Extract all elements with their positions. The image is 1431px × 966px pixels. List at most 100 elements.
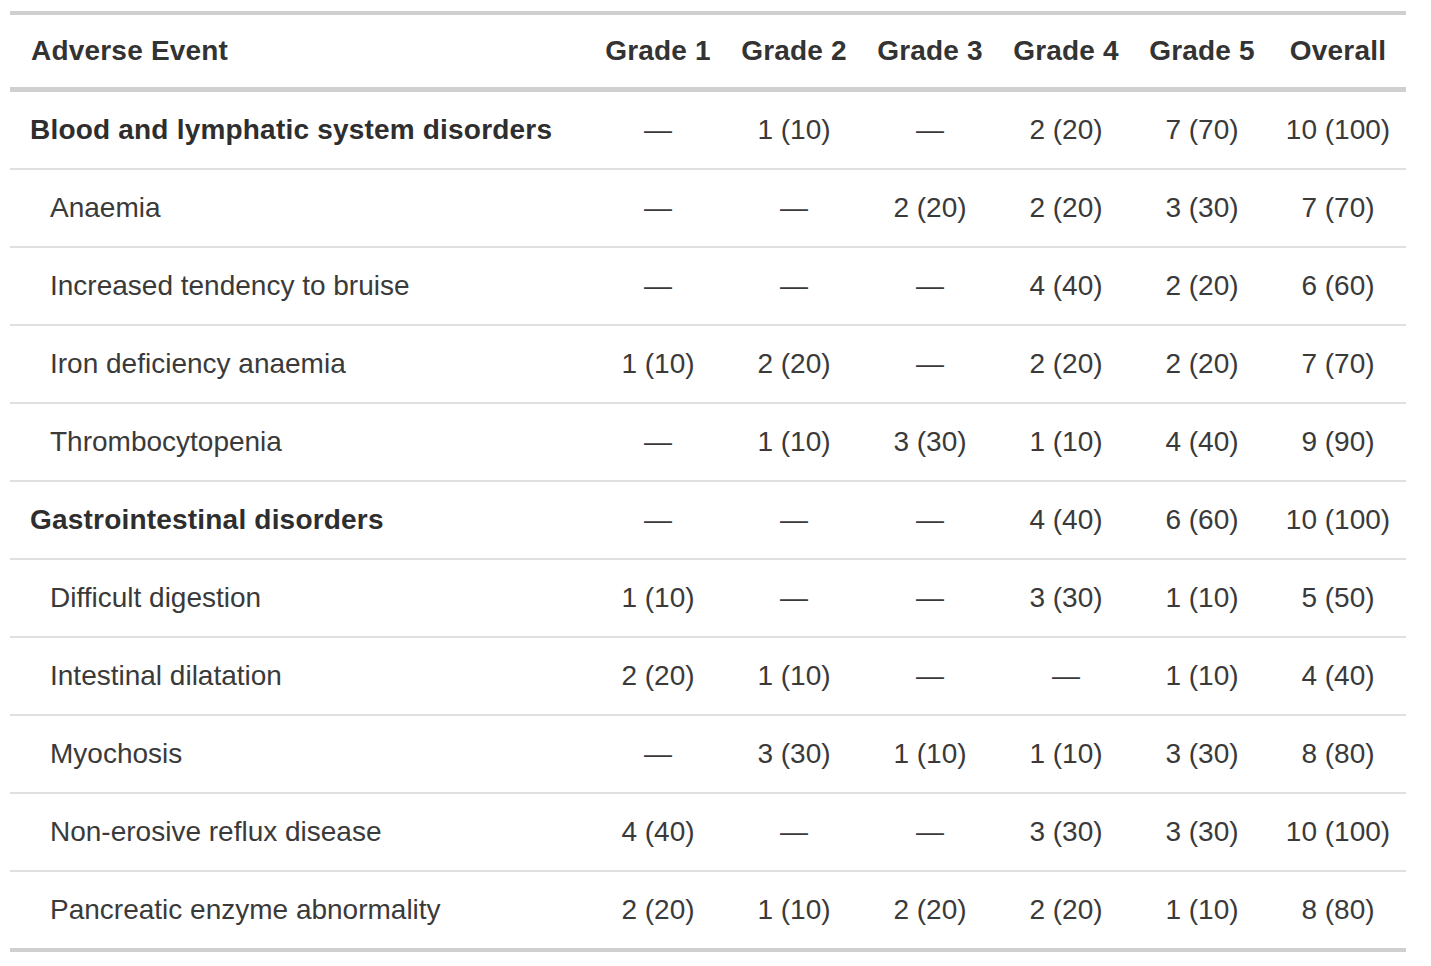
cell-value: 7 (70) — [1134, 90, 1270, 170]
event-row-label: Intestinal dilatation — [10, 637, 590, 715]
cell-value: — — [726, 247, 862, 325]
event-row: Thrombocytopenia—1 (10)3 (30)1 (10)4 (40… — [10, 403, 1406, 481]
event-row: Increased tendency to bruise———4 (40)2 (… — [10, 247, 1406, 325]
cell-value: 4 (40) — [1134, 403, 1270, 481]
cell-value: — — [590, 481, 726, 559]
cell-value: — — [726, 169, 862, 247]
cell-value: 8 (80) — [1270, 715, 1406, 793]
cell-value: 3 (30) — [1134, 715, 1270, 793]
adverse-events-table-container: Adverse EventGrade 1Grade 2Grade 3Grade … — [10, 11, 1406, 952]
cell-value: 1 (10) — [998, 403, 1134, 481]
cell-value: 2 (20) — [1134, 325, 1270, 403]
column-header-grade-3: Grade 3 — [862, 13, 998, 90]
cell-value: 10 (100) — [1270, 793, 1406, 871]
cell-value: 1 (10) — [1134, 637, 1270, 715]
cell-value: 1 (10) — [1134, 871, 1270, 950]
event-row-label: Iron deficiency anaemia — [10, 325, 590, 403]
cell-value: 9 (90) — [1270, 403, 1406, 481]
cell-value: 6 (60) — [1270, 247, 1406, 325]
event-row-label: Increased tendency to bruise — [10, 247, 590, 325]
column-header-grade-5: Grade 5 — [1134, 13, 1270, 90]
cell-value: — — [862, 325, 998, 403]
cell-value: 4 (40) — [998, 247, 1134, 325]
event-row: Non-erosive reflux disease4 (40)——3 (30)… — [10, 793, 1406, 871]
cell-value: 2 (20) — [590, 637, 726, 715]
cell-value: 2 (20) — [862, 169, 998, 247]
cell-value: — — [862, 793, 998, 871]
cell-value: 3 (30) — [1134, 793, 1270, 871]
cell-value: 2 (20) — [998, 871, 1134, 950]
event-row-label: Thrombocytopenia — [10, 403, 590, 481]
cell-value: — — [862, 481, 998, 559]
column-header-grade-1: Grade 1 — [590, 13, 726, 90]
cell-value: — — [862, 637, 998, 715]
cell-value: 5 (50) — [1270, 559, 1406, 637]
cell-value: — — [590, 247, 726, 325]
column-header-overall: Overall — [1270, 13, 1406, 90]
cell-value: 1 (10) — [862, 715, 998, 793]
cell-value: 3 (30) — [998, 559, 1134, 637]
group-row-label: Blood and lymphatic system disorders — [10, 90, 590, 170]
group-row-label: Gastrointestinal disorders — [10, 481, 590, 559]
cell-value: — — [590, 90, 726, 170]
cell-value: 4 (40) — [998, 481, 1134, 559]
cell-value: 3 (30) — [1134, 169, 1270, 247]
cell-value: 2 (20) — [590, 871, 726, 950]
event-row: Intestinal dilatation2 (20)1 (10)——1 (10… — [10, 637, 1406, 715]
cell-value: 1 (10) — [726, 90, 862, 170]
event-row: Difficult digestion1 (10)——3 (30)1 (10)5… — [10, 559, 1406, 637]
table-header: Adverse EventGrade 1Grade 2Grade 3Grade … — [10, 13, 1406, 90]
event-row-label: Non-erosive reflux disease — [10, 793, 590, 871]
event-row-label: Myochosis — [10, 715, 590, 793]
cell-value: 3 (30) — [998, 793, 1134, 871]
cell-value: — — [590, 715, 726, 793]
event-row-label: Anaemia — [10, 169, 590, 247]
cell-value: 2 (20) — [862, 871, 998, 950]
cell-value: — — [590, 403, 726, 481]
cell-value: 2 (20) — [998, 90, 1134, 170]
cell-value: 4 (40) — [1270, 637, 1406, 715]
cell-value: 1 (10) — [590, 325, 726, 403]
cell-value: 1 (10) — [726, 637, 862, 715]
group-row: Gastrointestinal disorders———4 (40)6 (60… — [10, 481, 1406, 559]
cell-value: — — [726, 481, 862, 559]
cell-value: 1 (10) — [590, 559, 726, 637]
cell-value: 3 (30) — [726, 715, 862, 793]
cell-value: — — [726, 793, 862, 871]
cell-value: — — [998, 637, 1134, 715]
cell-value: 6 (60) — [1134, 481, 1270, 559]
column-header-grade-2: Grade 2 — [726, 13, 862, 90]
cell-value: 3 (30) — [862, 403, 998, 481]
event-row: Pancreatic enzyme abnormality2 (20)1 (10… — [10, 871, 1406, 950]
cell-value: 7 (70) — [1270, 325, 1406, 403]
table-body: Blood and lymphatic system disorders—1 (… — [10, 90, 1406, 951]
cell-value: — — [590, 169, 726, 247]
header-row: Adverse EventGrade 1Grade 2Grade 3Grade … — [10, 13, 1406, 90]
cell-value: 4 (40) — [590, 793, 726, 871]
cell-value: 10 (100) — [1270, 481, 1406, 559]
cell-value: 1 (10) — [726, 871, 862, 950]
cell-value: — — [862, 90, 998, 170]
event-row-label: Pancreatic enzyme abnormality — [10, 871, 590, 950]
adverse-events-table: Adverse EventGrade 1Grade 2Grade 3Grade … — [10, 11, 1406, 952]
cell-value: 2 (20) — [998, 325, 1134, 403]
cell-value: 1 (10) — [726, 403, 862, 481]
cell-value: 7 (70) — [1270, 169, 1406, 247]
event-row-label: Difficult digestion — [10, 559, 590, 637]
cell-value: 1 (10) — [1134, 559, 1270, 637]
cell-value: 2 (20) — [726, 325, 862, 403]
column-header-grade-4: Grade 4 — [998, 13, 1134, 90]
cell-value: — — [862, 247, 998, 325]
cell-value: 2 (20) — [998, 169, 1134, 247]
cell-value: 10 (100) — [1270, 90, 1406, 170]
cell-value: 1 (10) — [998, 715, 1134, 793]
cell-value: — — [862, 559, 998, 637]
event-row: Myochosis—3 (30)1 (10)1 (10)3 (30)8 (80) — [10, 715, 1406, 793]
cell-value: 2 (20) — [1134, 247, 1270, 325]
group-row: Blood and lymphatic system disorders—1 (… — [10, 90, 1406, 170]
column-header-adverse-event: Adverse Event — [10, 13, 590, 90]
cell-value: 8 (80) — [1270, 871, 1406, 950]
event-row: Anaemia——2 (20)2 (20)3 (30)7 (70) — [10, 169, 1406, 247]
cell-value: — — [726, 559, 862, 637]
event-row: Iron deficiency anaemia1 (10)2 (20)—2 (2… — [10, 325, 1406, 403]
